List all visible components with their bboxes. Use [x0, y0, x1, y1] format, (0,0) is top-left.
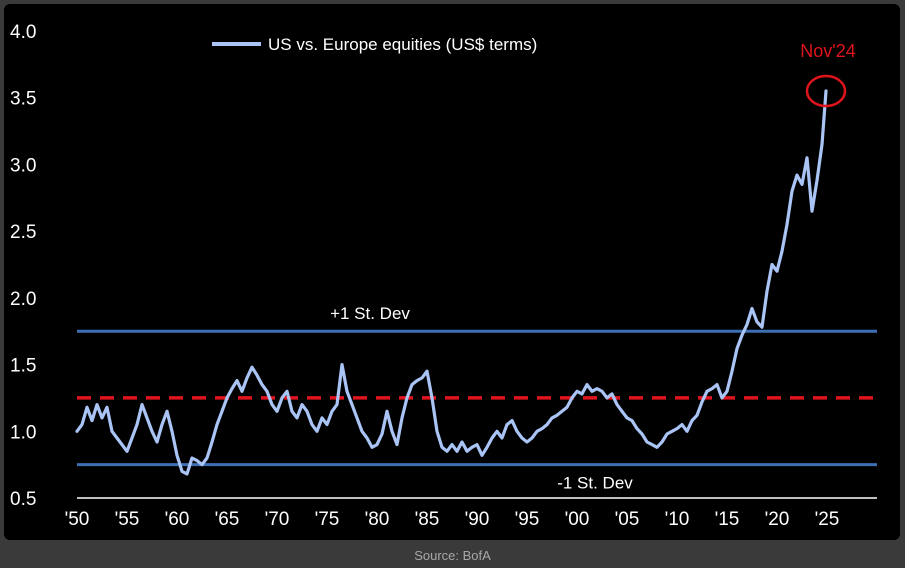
x-tick-label: '25: [815, 509, 840, 530]
x-tick-label: '65: [215, 509, 240, 530]
y-tick-label: 2.0: [10, 289, 36, 310]
x-tick-label: '85: [415, 509, 440, 530]
highlight-label: Nov'24: [800, 41, 855, 61]
x-tick-label: '95: [515, 509, 540, 530]
reference-line-label: +1 St. Dev: [330, 304, 410, 323]
x-tick-label: '60: [165, 509, 190, 530]
y-tick-label: 4.0: [10, 22, 36, 43]
x-tick-label: '15: [715, 509, 740, 530]
x-tick-label: '80: [365, 509, 390, 530]
legend-label: US vs. Europe equities (US$ terms): [268, 35, 537, 54]
highlight-circle: [805, 74, 847, 108]
series-group: [75, 89, 828, 476]
reference-lines: +1 St. Dev -1 St. Dev: [77, 304, 877, 493]
line-chart: 0.5 1.0 1.5 2.0 2.5 3.0 3.5 4.0 '50 '55 '60 '65 '70…: [10, 22, 877, 530]
x-tick-label: '05: [615, 509, 640, 530]
y-tick-label: 1.5: [10, 356, 36, 377]
y-tick-label: 2.5: [10, 222, 36, 243]
x-tick-label: '75: [315, 509, 340, 530]
x-tick-label: '00: [565, 509, 590, 530]
x-axis-ticks: '50 '55 '60 '65 '70 '75 '80 '85 '90 '95 '00 '05 '10 '…: [65, 509, 840, 530]
y-tick-label: 0.5: [10, 489, 36, 510]
x-tick-label: '55: [115, 509, 140, 530]
x-tick-label: '50: [65, 509, 90, 530]
x-tick-label: '90: [465, 509, 490, 530]
y-axis-ticks: 0.5 1.0 1.5 2.0 2.5 3.0 3.5 4.0: [10, 22, 36, 510]
legend: US vs. Europe equities (US$ terms): [212, 35, 537, 54]
y-tick-label: 3.0: [10, 155, 36, 176]
y-tick-label: 3.5: [10, 89, 36, 110]
series-line-0: [75, 89, 828, 476]
chart-panel: 0.5 1.0 1.5 2.0 2.5 3.0 3.5 4.0 '50 '55 '60 '65 '70…: [4, 4, 900, 540]
y-tick-label: 1.0: [10, 422, 36, 443]
annotations: Nov'24: [800, 41, 856, 108]
x-tick-label: '10: [665, 509, 690, 530]
source-note: Source: BofA: [414, 548, 491, 563]
x-tick-label: '20: [765, 509, 790, 530]
x-tick-label: '70: [265, 509, 290, 530]
reference-line-label: -1 St. Dev: [557, 474, 633, 493]
